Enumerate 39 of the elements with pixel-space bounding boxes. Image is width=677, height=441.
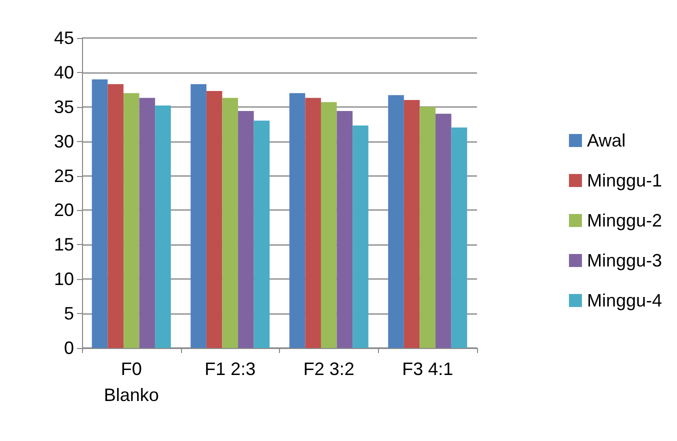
bar (352, 125, 368, 348)
bar (420, 106, 436, 348)
x-tick-label: F3 4:1 (402, 359, 454, 379)
y-tick-label: 25 (54, 166, 74, 186)
y-tick-label: 5 (64, 304, 74, 324)
bar (222, 98, 238, 348)
bar (155, 106, 171, 348)
bar (238, 111, 254, 348)
legend-label: Minggu-3 (586, 250, 662, 270)
y-tick-label: 40 (54, 62, 74, 82)
x-tick-label: F1 2:3 (204, 359, 256, 379)
y-tick-label: 30 (54, 131, 74, 152)
bar (108, 84, 124, 348)
bar (92, 79, 108, 348)
y-tick-label: 45 (54, 28, 74, 48)
y-tick-label: 35 (54, 96, 74, 117)
bar (123, 93, 140, 348)
bar (388, 95, 404, 348)
bar (336, 111, 353, 348)
bar (305, 98, 321, 348)
bar (404, 100, 420, 348)
y-tick-label: 0 (64, 338, 74, 358)
bar (139, 98, 156, 348)
y-tick-label: 15 (54, 234, 74, 255)
x-tick-label: F0 Blanko (104, 359, 159, 405)
bar (254, 120, 270, 348)
legend-label: Minggu-1 (586, 170, 662, 190)
legend-label: Awal (586, 130, 626, 150)
bar (320, 102, 337, 348)
y-tick-label: 10 (54, 269, 74, 290)
bar (190, 84, 206, 348)
bar (289, 93, 306, 348)
x-tick-label: F2 3:2 (303, 359, 354, 379)
bar (436, 114, 452, 348)
y-tick-label: 20 (54, 200, 74, 220)
legend-label: Minggu-4 (586, 290, 662, 310)
legend-label: Minggu-2 (586, 210, 662, 230)
bar (206, 91, 222, 348)
bar (451, 128, 468, 348)
